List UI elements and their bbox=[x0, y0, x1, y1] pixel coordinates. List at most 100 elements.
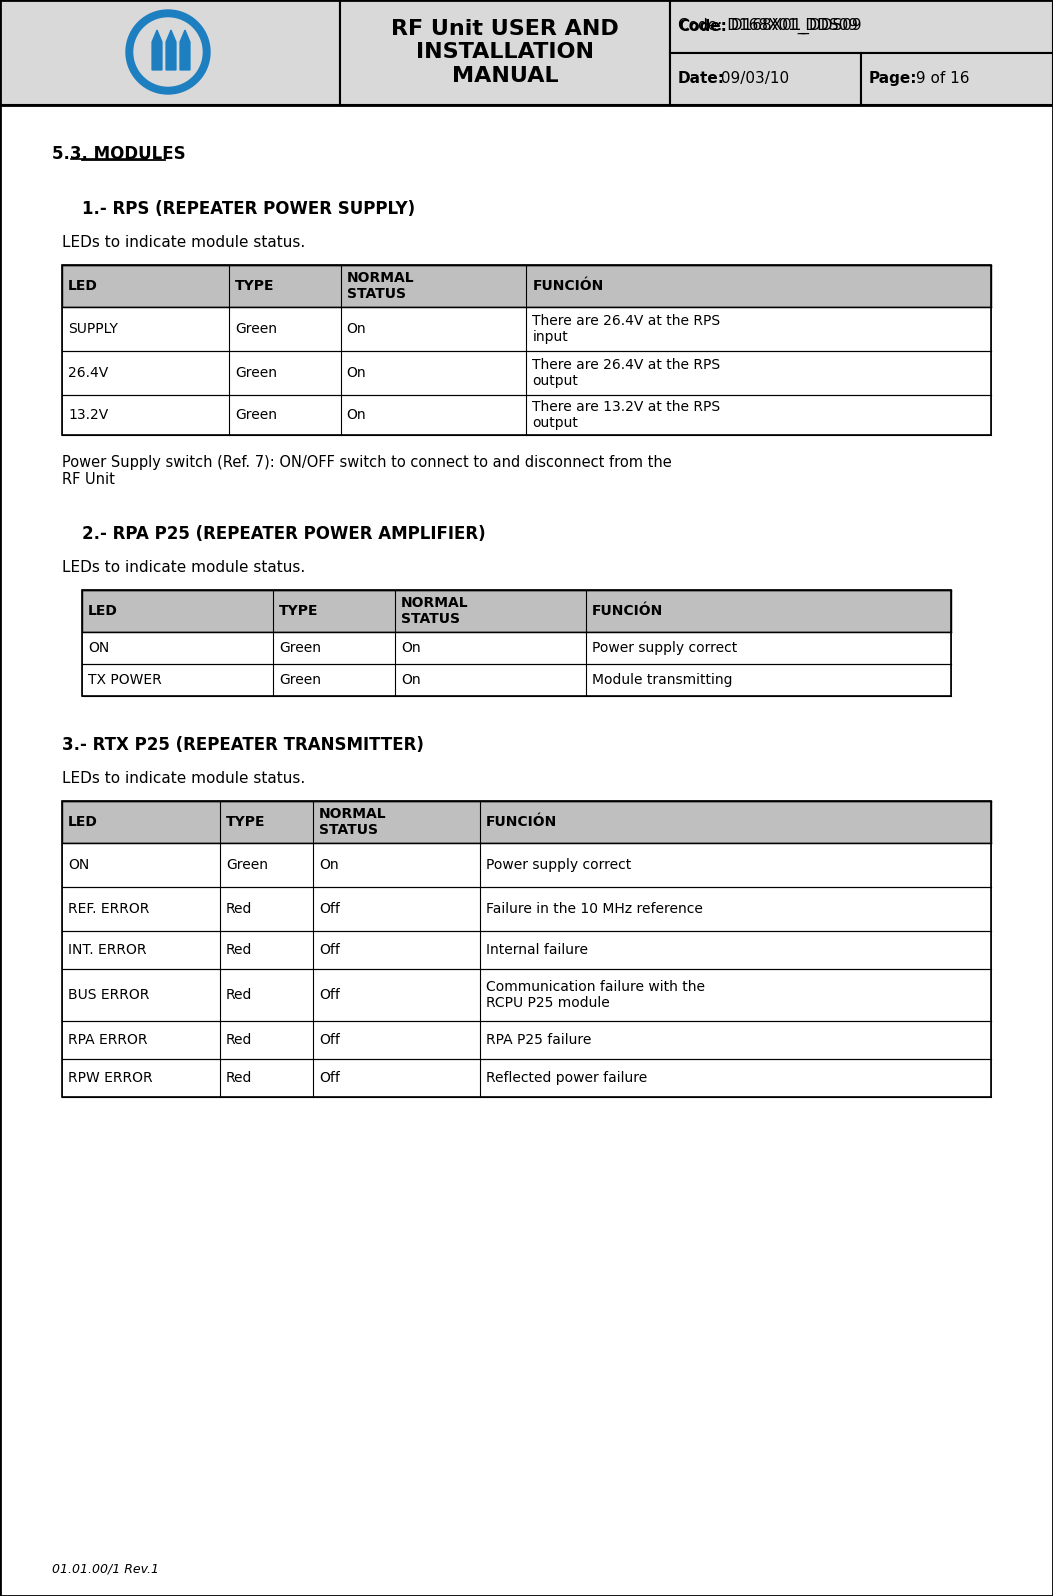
Polygon shape bbox=[152, 30, 162, 70]
Bar bbox=[0, 0, 340, 105]
Text: TYPE: TYPE bbox=[235, 279, 275, 294]
Text: Module transmitting: Module transmitting bbox=[592, 674, 733, 686]
Bar bbox=[62, 801, 991, 843]
Polygon shape bbox=[134, 18, 202, 86]
Text: Code: D168X01_DDS09: Code: D168X01_DDS09 bbox=[678, 18, 858, 35]
Text: Failure in the 10 MHz reference: Failure in the 10 MHz reference bbox=[486, 902, 703, 916]
Bar bbox=[82, 664, 951, 696]
Text: Off: Off bbox=[319, 1033, 340, 1047]
Text: NORMAL
STATUS: NORMAL STATUS bbox=[346, 271, 414, 302]
Text: LEDs to indicate module status.: LEDs to indicate module status. bbox=[62, 235, 305, 251]
Text: FUNCIÓN: FUNCIÓN bbox=[592, 603, 663, 618]
Text: LEDs to indicate module status.: LEDs to indicate module status. bbox=[62, 771, 305, 785]
Text: Reflected power failure: Reflected power failure bbox=[486, 1071, 648, 1085]
Text: LED: LED bbox=[88, 603, 118, 618]
Text: 09/03/10: 09/03/10 bbox=[716, 72, 789, 86]
Text: Off: Off bbox=[319, 943, 340, 958]
Text: On: On bbox=[401, 642, 420, 654]
Text: LED: LED bbox=[68, 279, 98, 294]
Text: Green: Green bbox=[226, 859, 267, 871]
Text: BUS ERROR: BUS ERROR bbox=[68, 988, 150, 1002]
Text: 9 of 16: 9 of 16 bbox=[911, 72, 970, 86]
Text: Red: Red bbox=[226, 988, 253, 1002]
Polygon shape bbox=[166, 30, 176, 70]
Text: Off: Off bbox=[319, 902, 340, 916]
Text: NORMAL
STATUS: NORMAL STATUS bbox=[401, 595, 469, 626]
Text: Communication failure with the
RCPU P25 module: Communication failure with the RCPU P25 … bbox=[486, 980, 706, 1010]
Text: SUPPLY: SUPPLY bbox=[68, 322, 118, 337]
Text: RPW ERROR: RPW ERROR bbox=[68, 1071, 153, 1085]
Polygon shape bbox=[126, 10, 210, 94]
Bar bbox=[62, 887, 991, 930]
Text: NORMAL
STATUS: NORMAL STATUS bbox=[319, 808, 386, 836]
Text: Red: Red bbox=[226, 1071, 253, 1085]
Text: 01.01.00/1 Rev.1: 01.01.00/1 Rev.1 bbox=[52, 1562, 159, 1575]
Bar bbox=[0, 0, 1053, 105]
Text: 2.- RPA P25 (REPEATER POWER AMPLIFIER): 2.- RPA P25 (REPEATER POWER AMPLIFIER) bbox=[82, 525, 485, 543]
Text: Date:: Date: bbox=[678, 72, 726, 86]
Bar bbox=[62, 306, 991, 351]
Bar bbox=[62, 930, 991, 969]
Text: TX POWER: TX POWER bbox=[88, 674, 162, 686]
Text: D168X01_DDS09: D168X01_DDS09 bbox=[726, 18, 861, 35]
Text: Green: Green bbox=[279, 674, 321, 686]
Text: Green: Green bbox=[235, 409, 277, 421]
Bar bbox=[340, 0, 670, 105]
Text: TYPE: TYPE bbox=[226, 816, 265, 828]
Text: Code:: Code: bbox=[678, 19, 727, 34]
Text: ON: ON bbox=[68, 859, 90, 871]
Text: Power Supply switch (Ref. 7): ON/OFF switch to connect to and disconnect from th: Power Supply switch (Ref. 7): ON/OFF swi… bbox=[62, 455, 672, 487]
Text: 3.- RTX P25 (REPEATER TRANSMITTER): 3.- RTX P25 (REPEATER TRANSMITTER) bbox=[62, 736, 424, 753]
Text: 13.2V: 13.2V bbox=[68, 409, 108, 421]
Text: RF Unit USER AND
INSTALLATION
MANUAL: RF Unit USER AND INSTALLATION MANUAL bbox=[391, 19, 619, 86]
Bar bbox=[62, 843, 991, 887]
Bar bbox=[82, 591, 951, 632]
Text: INT. ERROR: INT. ERROR bbox=[68, 943, 146, 958]
Text: Red: Red bbox=[226, 943, 253, 958]
Text: On: On bbox=[319, 859, 338, 871]
Text: Green: Green bbox=[279, 642, 321, 654]
Text: 1.- RPS (REPEATER POWER SUPPLY): 1.- RPS (REPEATER POWER SUPPLY) bbox=[82, 200, 415, 219]
Bar bbox=[62, 394, 991, 436]
Text: 5.3. MODULES: 5.3. MODULES bbox=[52, 145, 185, 163]
Text: TYPE: TYPE bbox=[279, 603, 319, 618]
Text: RPA P25 failure: RPA P25 failure bbox=[486, 1033, 592, 1047]
Text: Power supply correct: Power supply correct bbox=[486, 859, 632, 871]
Text: LEDs to indicate module status.: LEDs to indicate module status. bbox=[62, 560, 305, 575]
Text: On: On bbox=[346, 365, 366, 380]
Text: ON: ON bbox=[88, 642, 110, 654]
Text: LED: LED bbox=[68, 816, 98, 828]
Polygon shape bbox=[152, 30, 162, 70]
Text: REF. ERROR: REF. ERROR bbox=[68, 902, 150, 916]
Text: FUNCIÓN: FUNCIÓN bbox=[486, 816, 557, 828]
Text: FUNCIÓN: FUNCIÓN bbox=[533, 279, 603, 294]
Text: 26.4V: 26.4V bbox=[68, 365, 108, 380]
Text: On: On bbox=[401, 674, 420, 686]
Bar bbox=[82, 591, 951, 696]
Bar bbox=[861, 53, 1053, 105]
Text: Green: Green bbox=[235, 322, 277, 337]
Bar bbox=[62, 1060, 991, 1096]
Text: RPA ERROR: RPA ERROR bbox=[68, 1033, 147, 1047]
Text: Green: Green bbox=[235, 365, 277, 380]
Bar bbox=[62, 265, 991, 306]
Bar bbox=[0, 0, 1053, 105]
Bar bbox=[62, 969, 991, 1021]
Bar bbox=[62, 351, 991, 394]
Bar bbox=[62, 1021, 991, 1060]
Text: Page:: Page: bbox=[869, 72, 917, 86]
Text: There are 26.4V at the RPS
output: There are 26.4V at the RPS output bbox=[533, 358, 720, 388]
Text: Internal failure: Internal failure bbox=[486, 943, 588, 958]
Bar bbox=[670, 0, 1053, 53]
Text: On: On bbox=[346, 322, 366, 337]
Text: Power supply correct: Power supply correct bbox=[592, 642, 737, 654]
Text: There are 13.2V at the RPS
output: There are 13.2V at the RPS output bbox=[533, 401, 720, 429]
Text: Off: Off bbox=[319, 1071, 340, 1085]
Text: Off: Off bbox=[319, 988, 340, 1002]
Bar bbox=[62, 265, 991, 436]
Text: Red: Red bbox=[226, 1033, 253, 1047]
Bar bbox=[62, 801, 991, 1096]
Text: On: On bbox=[346, 409, 366, 421]
Polygon shape bbox=[166, 30, 176, 70]
Polygon shape bbox=[180, 30, 190, 70]
